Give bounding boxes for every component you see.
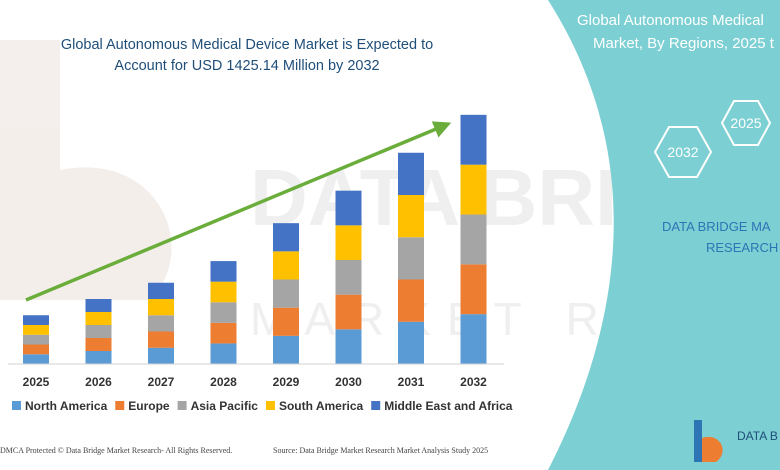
bar-2028-north-america: [210, 343, 237, 364]
bar-2032-north-america: [460, 314, 487, 364]
bar-2025-middle-east-and-africa: [23, 315, 49, 325]
bar-2030-middle-east-and-africa: [335, 190, 362, 226]
bar-2025-south-america: [23, 325, 49, 335]
chart-title-line1: Global Autonomous Medical Device Market …: [61, 37, 433, 53]
bar-2029-middle-east-and-africa: [273, 223, 299, 252]
bar-2027-europe: [148, 331, 174, 348]
trend-arrow: [25, 121, 452, 302]
legend-label-asia-pacific: Asia Pacific: [191, 399, 259, 413]
side-panel: [548, 0, 780, 470]
bar-2026-middle-east-and-africa: [85, 299, 112, 312]
side-panel-brand-line1: DATA BRIDGE MA: [662, 219, 771, 234]
legend-swatch-north-america: [12, 401, 21, 410]
x-ticks-group: 2025 2026 2027 2028 2029 2030 2031 2032: [23, 375, 488, 389]
x-tick-label-2030: 2030: [335, 375, 362, 389]
chart-title-line2: Account for USD 1425.14 Million by 2032: [114, 58, 379, 74]
legend-label-south-america: South America: [279, 399, 364, 413]
bar-2026-asia-pacific: [85, 325, 112, 338]
legend-swatch-middle-east-and-africa: [371, 401, 381, 410]
footer-copyright: DMCA Protected © Data Bridge Market Rese…: [0, 446, 233, 455]
logo-arc: [702, 436, 723, 462]
bar-2032-south-america: [460, 164, 487, 215]
legend: North America Europe Asia Pacific South Ame…: [12, 399, 513, 413]
bar-2031-europe: [398, 279, 424, 322]
side-panel-brand-line2: RESEARCH: [706, 240, 778, 255]
legend-label-middle-east-and-africa: Middle East and Africa: [384, 399, 513, 413]
side-panel-title-line2: Market, By Regions, 2025 t: [593, 35, 775, 52]
footer-source: Source: Data Bridge Market Research Mark…: [273, 446, 489, 455]
hex-2032: [653, 126, 713, 178]
legend-swatch-asia-pacific: [177, 401, 187, 410]
x-tick-label-2028: 2028: [210, 375, 237, 389]
bar-2025-asia-pacific: [23, 334, 49, 345]
bar-2025-north-america: [23, 354, 49, 364]
hex-2032-label: 2032: [667, 144, 698, 160]
x-tick-label-2026: 2026: [85, 375, 112, 389]
bar-2029-north-america: [273, 335, 299, 364]
watermark-logo-bar: [0, 40, 60, 300]
legend-label-north-america: North America: [25, 399, 108, 413]
bar-2031-south-america: [398, 195, 424, 238]
bar-2032-asia-pacific: [460, 214, 487, 265]
bar-2028-middle-east-and-africa: [210, 261, 237, 282]
hex-2025: [720, 100, 772, 146]
x-tick-label-2032: 2032: [460, 375, 487, 389]
bar-2026-europe: [85, 338, 112, 351]
legend-swatch-europe: [115, 401, 125, 410]
x-tick-label-2029: 2029: [273, 375, 300, 389]
bar-2029-europe: [273, 307, 299, 336]
bar-2026-south-america: [85, 312, 112, 325]
bars-group: [23, 114, 487, 364]
bar-2030-asia-pacific: [335, 260, 362, 295]
bar-2027-south-america: [148, 299, 174, 316]
bar-2028-asia-pacific: [210, 302, 237, 323]
bar-2027-north-america: [148, 347, 174, 364]
watermark-logo-arc: [60, 167, 172, 300]
bar-2030-north-america: [335, 329, 362, 364]
bar-2027-asia-pacific: [148, 315, 174, 332]
hex-2025-label: 2025: [730, 115, 761, 131]
x-tick-label-2031: 2031: [398, 375, 425, 389]
legend-label-europe: Europe: [128, 399, 170, 413]
bar-2027-middle-east-and-africa: [148, 282, 174, 299]
bar-2025-europe: [23, 344, 49, 355]
bar-2032-europe: [460, 264, 487, 315]
bar-2029-south-america: [273, 251, 299, 280]
x-tick-label-2027: 2027: [148, 375, 175, 389]
bar-2030-europe: [335, 294, 362, 330]
bar-2032-middle-east-and-africa: [460, 114, 487, 165]
bar-2030-south-america: [335, 225, 362, 260]
side-panel-title-line1: Global Autonomous Medical: [577, 12, 764, 29]
bar-2026-north-america: [85, 351, 112, 364]
logo-text: DATA B: [737, 429, 778, 443]
x-tick-label-2025: 2025: [23, 375, 50, 389]
legend-swatch-south-america: [265, 401, 275, 410]
bar-2031-asia-pacific: [398, 237, 424, 280]
bar-2028-europe: [210, 322, 237, 344]
bar-2031-north-america: [398, 321, 424, 364]
bar-2031-middle-east-and-africa: [398, 152, 424, 195]
logo-bar: [694, 420, 702, 462]
brand-logo: DATA B: [694, 420, 778, 462]
bar-2028-south-america: [210, 281, 237, 303]
bar-2029-asia-pacific: [273, 279, 299, 308]
